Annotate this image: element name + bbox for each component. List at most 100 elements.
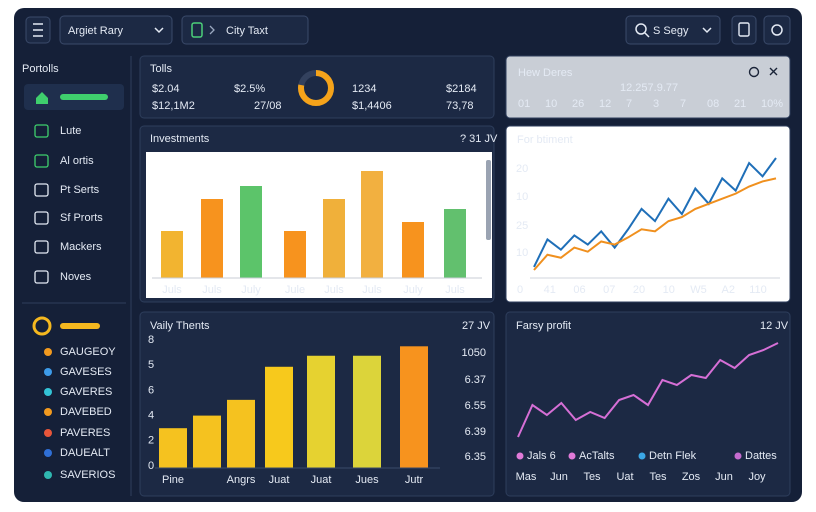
right-label: 6.39 (465, 426, 486, 438)
legend-label: GAVESES (60, 366, 112, 378)
stat-sub: 27/08 (254, 100, 282, 112)
news-refresh[interactable] (748, 66, 760, 78)
news-cell: 7 (626, 98, 632, 110)
bar (444, 209, 466, 278)
y-label: 4 (148, 410, 154, 422)
news-cell: 26 (572, 98, 584, 110)
x-label: Tes (583, 471, 601, 483)
donut-arc (298, 70, 334, 106)
x-label: Juls (162, 284, 182, 296)
settings-icon (771, 24, 783, 36)
bar (240, 186, 262, 278)
y-label: 20 (516, 163, 528, 175)
legend-dot (44, 449, 52, 457)
nav-icon (34, 211, 49, 225)
bar (161, 231, 183, 278)
x-label: 07 (603, 284, 615, 296)
active-bar (60, 94, 108, 100)
x-label: Mas (516, 471, 537, 483)
y-label: 0 (148, 460, 154, 472)
y-label: 10 (516, 247, 528, 259)
y-label: 25 (516, 220, 528, 232)
stat-sub: $12,1M2 (152, 100, 195, 112)
x-label: Juat (311, 474, 332, 486)
bar (265, 366, 293, 468)
back-link: Portolls (22, 63, 59, 75)
news-value: 12.257.9.77 (620, 82, 678, 94)
nav-item: Mackers (60, 241, 102, 253)
line-series (533, 177, 777, 271)
search-text: City Taxt (226, 25, 268, 37)
profit-title: Farsy profit (516, 320, 571, 332)
x-label: Joy (748, 471, 766, 483)
news-cell: 10 (545, 98, 557, 110)
news-panel (505, 55, 791, 119)
x-label: Zos (682, 471, 701, 483)
news-cell: 08 (707, 98, 719, 110)
x-label: 110 (749, 284, 767, 296)
investments-title: Investments (150, 133, 210, 145)
x-label: Jule (285, 284, 305, 296)
legend-label: GAUGEOY (60, 346, 116, 358)
search-field[interactable] (181, 15, 309, 45)
news-cell: 7 (680, 98, 686, 110)
x-label: July (241, 284, 261, 296)
vaily-title: Vaily Thents (150, 320, 210, 332)
legend-label: PAVERES (60, 427, 110, 439)
y-label: 6 (148, 384, 154, 396)
profit-corner: 12 JV (760, 320, 789, 332)
news-cell: 12 (599, 98, 611, 110)
search-icon (191, 22, 203, 38)
right-label: 6.35 (465, 451, 486, 463)
legend-dot (44, 388, 52, 396)
y-label: 5 (148, 359, 154, 371)
forecast-title: For btiment (517, 134, 573, 146)
legend-dot (44, 348, 52, 356)
news-title: Hew Deres (518, 67, 573, 79)
stat-sub: $1,4406 (352, 100, 392, 112)
x-label: Jun (715, 471, 733, 483)
x-label: Jun (550, 471, 568, 483)
x-label: Juls (362, 284, 382, 296)
investments-plot (146, 152, 492, 298)
right-label: 6.37 (465, 374, 486, 386)
x-label: Angrs (227, 474, 256, 486)
stat-value: $2.5% (234, 83, 265, 95)
scrollbar (486, 160, 491, 240)
right-label: 1050 (462, 347, 486, 359)
legend-label: SAVERIOS (60, 469, 115, 481)
bar (361, 171, 383, 278)
menu-dropdown[interactable] (59, 15, 173, 45)
chevron (702, 27, 712, 34)
settings-button[interactable] (763, 15, 791, 45)
home-icon (36, 92, 48, 104)
search-glass-handle (644, 32, 650, 38)
stats-panel (139, 55, 495, 119)
legend-label: DAVEBED (60, 406, 112, 418)
account-dropdown[interactable] (625, 15, 721, 45)
legend-icon (32, 316, 52, 336)
news-cell: 10% (761, 98, 783, 110)
x-label: Juls (324, 284, 344, 296)
bar (402, 222, 424, 278)
clipboard-icon (738, 22, 750, 37)
menu-title: Argiet Rary (68, 25, 124, 37)
x-label: Pine (162, 474, 184, 486)
legend-label: Detn Flek (649, 450, 697, 462)
stats-title: Tolls (150, 63, 173, 75)
nav-item: Sf Prorts (60, 212, 103, 224)
x-label: 06 (573, 284, 585, 296)
news-close[interactable] (769, 67, 778, 76)
line-series (533, 157, 777, 268)
stat-value: $2.04 (152, 83, 180, 95)
x-label: Uat (616, 471, 633, 483)
arrow-icon (209, 25, 215, 35)
clipboard-button[interactable] (731, 15, 757, 45)
stat-value: 1234 (352, 83, 376, 95)
nav-item: Lute (60, 125, 81, 137)
nav-icon (34, 154, 49, 168)
vaily-corner: 27 JV (462, 320, 491, 332)
x-label: 0 (517, 284, 523, 296)
legend-dot (44, 408, 52, 416)
